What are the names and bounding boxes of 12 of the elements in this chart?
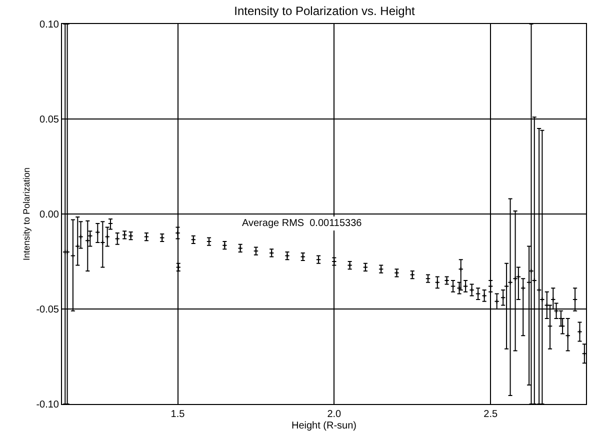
y-tick-label: -0.10	[36, 400, 60, 410]
y-tick-label: 0.05	[40, 114, 60, 126]
x-tick-label: 1.5	[170, 409, 186, 420]
y-axis-title: Intensity to Polarization	[22, 167, 32, 261]
y-tick-label: -0.05	[36, 304, 60, 316]
annotation: Average RMS 0.00115336	[242, 218, 362, 229]
x-axis-title: Height (R-sun)	[291, 420, 357, 432]
y-tick-label: 0.00	[40, 210, 60, 220]
x-tick-label: 2.5	[484, 409, 498, 420]
chart-title: Intensity to Polarization vs. Height	[234, 4, 416, 18]
x-tick-label: 2.0	[327, 409, 342, 420]
y-tick-label: 0.10	[40, 20, 60, 30]
